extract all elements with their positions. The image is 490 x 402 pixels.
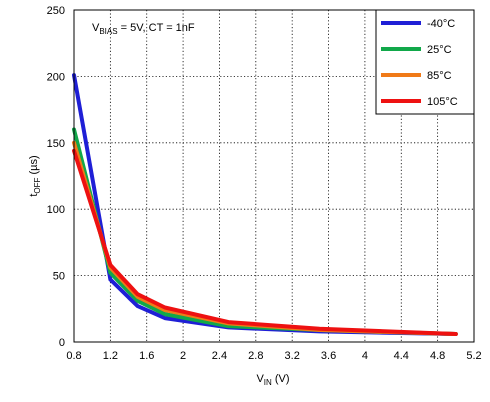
y-tick-label: 200 (47, 71, 65, 83)
x-tick-label: 1.2 (103, 350, 118, 362)
y-tick-label: 100 (47, 204, 65, 216)
x-tick-label: 1.6 (139, 350, 154, 362)
plot-frame (73, 9, 475, 343)
series-line (72, 127, 458, 336)
y-axis-label: tOFF (µs) (28, 155, 42, 196)
x-axis-label: VIN (V) (256, 373, 289, 387)
legend-label: 85°C (427, 70, 452, 82)
x-tick-label: 0.8 (66, 350, 81, 362)
x-tick-label: 4 (362, 350, 368, 362)
y-tick-labels: 0 50 100 150 200 250 (47, 5, 65, 349)
x-tick-label: 3.2 (285, 350, 300, 362)
x-tick-labels: 0.8 1.2 1.6 2 2.4 2.8 3.2 3.6 4 4.4 4.8 5.2 (66, 350, 481, 362)
x-tick-label: 2 (180, 350, 186, 362)
legend-box (375, 9, 475, 115)
series-line (72, 148, 458, 336)
legend-label: -40°C (427, 18, 455, 30)
series-lines (72, 73, 458, 336)
series-line (72, 140, 458, 336)
x-tick-label: 4.8 (430, 350, 445, 362)
x-tick-label: 3.6 (321, 350, 336, 362)
legend-label: 25°C (427, 44, 452, 56)
x-tick-label: 5.2 (466, 350, 481, 362)
x-tick-label: 2.4 (212, 350, 227, 362)
x-tick-label: 4.4 (394, 350, 409, 362)
condition-annotation: VBIAS = 5V, CT = 1nF (92, 22, 195, 36)
legend-label: 105°C (427, 96, 458, 108)
y-tick-label: 50 (53, 271, 65, 283)
legend: -40°C 25°C 85°C 105°C (375, 9, 475, 115)
x-tick-label: 2.8 (248, 350, 263, 362)
y-tick-label: 250 (47, 5, 65, 17)
y-tick-label: 150 (47, 138, 65, 150)
y-tick-label: 0 (59, 337, 65, 349)
